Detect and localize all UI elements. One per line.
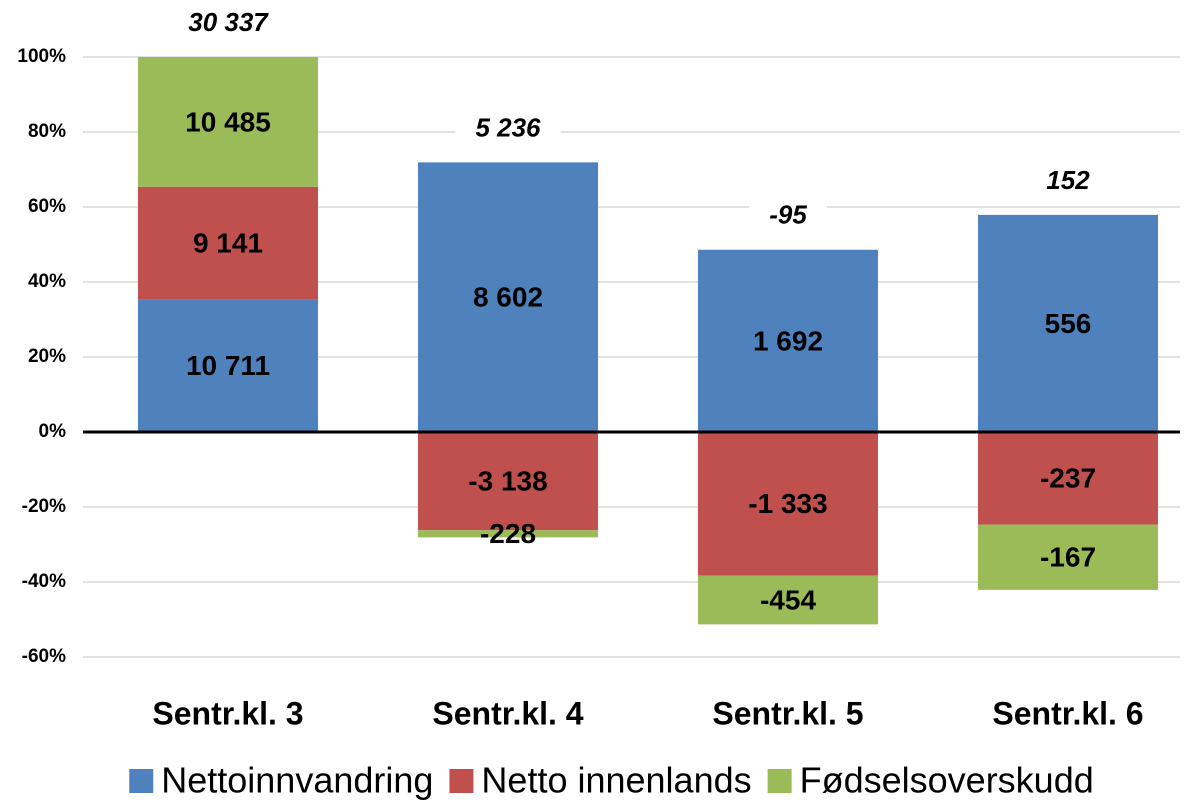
total-label: 30 337 — [188, 7, 269, 37]
y-tick-label: -20% — [22, 496, 66, 517]
bar-segment — [418, 530, 598, 538]
bar-segment — [978, 524, 1158, 590]
total-label: 5 236 — [475, 112, 541, 142]
legend-swatch — [449, 769, 474, 793]
y-tick-label: 80% — [28, 121, 66, 142]
bar-segment — [698, 575, 878, 625]
data-label: 9 141 — [193, 228, 263, 259]
y-tick-label: -60% — [22, 646, 66, 667]
total-label-bg — [749, 199, 827, 234]
x-tick-label: Sentr.kl. 6 — [992, 695, 1143, 731]
bar-segment — [138, 299, 318, 432]
data-label: -454 — [760, 584, 816, 615]
y-tick-label: 100% — [17, 46, 66, 67]
data-label: -167 — [1040, 542, 1096, 573]
legend-label: Nettoinnvandring — [161, 760, 433, 801]
legend-swatch — [767, 769, 792, 793]
bar-segment — [978, 432, 1158, 525]
bar-segment — [698, 432, 878, 576]
data-label: -228 — [480, 518, 536, 549]
bar-segment — [418, 432, 598, 531]
data-label: 556 — [1045, 308, 1092, 339]
total-label: -95 — [769, 200, 807, 230]
legend-label: Fødselsoverskudd — [800, 760, 1094, 801]
data-label: -1 333 — [748, 488, 827, 519]
x-tick-label: Sentr.kl. 4 — [432, 695, 583, 731]
y-tick-label: 40% — [28, 271, 66, 292]
bar-segment — [698, 249, 878, 432]
legend-label: Netto innenlands — [481, 760, 751, 801]
total-label-bg — [168, 7, 288, 41]
legend-swatch — [129, 769, 154, 793]
total-label: 152 — [1046, 165, 1090, 195]
bar-segment — [138, 186, 318, 300]
y-tick-label: -40% — [22, 571, 66, 592]
y-tick-label: 60% — [28, 196, 66, 217]
data-label: 1 692 — [753, 325, 823, 356]
total-label-bg — [1026, 164, 1110, 199]
bar-segment — [418, 162, 598, 432]
legend: Nettoinnvandring Netto innenlands Fødselso… — [129, 760, 1094, 801]
x-tick-label: Sentr.kl. 3 — [152, 695, 303, 731]
data-label: 8 602 — [473, 282, 543, 313]
y-tick-label: 20% — [28, 346, 66, 367]
data-label: 10 711 — [186, 350, 270, 381]
x-tick-label: Sentr.kl. 5 — [712, 695, 863, 731]
bar-segment — [978, 214, 1158, 432]
data-label: 10 485 — [185, 106, 271, 137]
total-label-bg — [455, 112, 561, 147]
data-label: -237 — [1040, 463, 1096, 494]
bar-segment — [138, 57, 318, 187]
y-tick-label: 0% — [39, 421, 67, 442]
data-label: -3 138 — [468, 466, 547, 497]
